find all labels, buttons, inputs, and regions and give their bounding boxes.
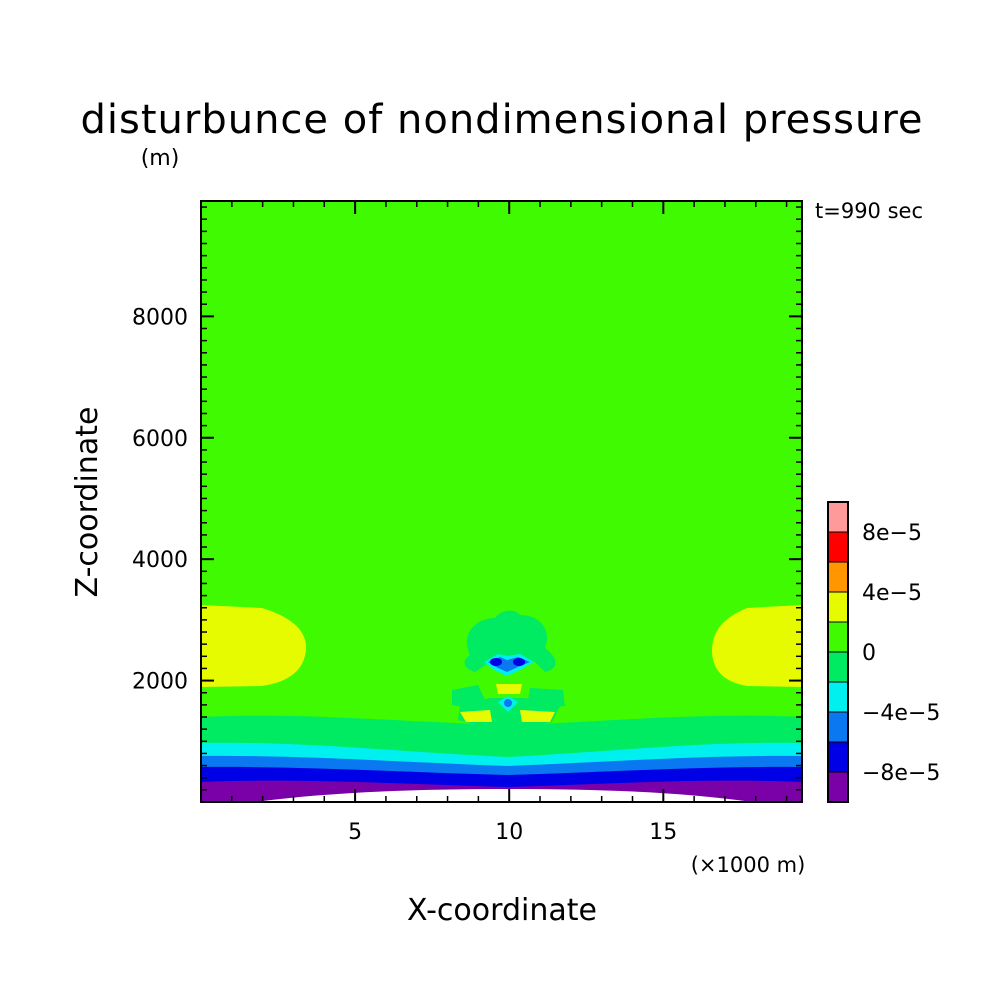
colorbar-swatch bbox=[827, 501, 849, 533]
x-axis-ticks: 5 10 15 bbox=[231, 201, 788, 845]
colorbar-tick-label: −8e−5 bbox=[862, 761, 940, 786]
central-yellow-left bbox=[460, 710, 492, 722]
time-label: t=990 sec bbox=[815, 199, 923, 223]
left-positive-lobe bbox=[201, 605, 307, 687]
colorbar-swatch bbox=[827, 591, 849, 623]
x-tick-label: 10 bbox=[495, 820, 523, 845]
colorbar-swatch bbox=[827, 561, 849, 593]
y-unit-label: (m) bbox=[141, 146, 180, 171]
x-unit-label: (×1000 m) bbox=[691, 853, 806, 877]
central-deep-left bbox=[490, 658, 502, 666]
x-tick-label: 5 bbox=[348, 820, 362, 845]
central-deep-right bbox=[513, 658, 525, 666]
undefined-region bbox=[255, 789, 752, 802]
colorbar-swatch bbox=[827, 651, 849, 683]
y-tick-label: 2000 bbox=[132, 670, 188, 695]
colorbar-swatch bbox=[827, 771, 849, 803]
right-positive-lobe bbox=[712, 605, 802, 687]
y-axis-title: Z-coordinate bbox=[70, 407, 105, 598]
plot-frame bbox=[200, 200, 803, 803]
colorbar-tick-label: 0 bbox=[862, 641, 876, 666]
colorbar: −8e−5 −4e−5 0 4e−5 8e−5 bbox=[827, 501, 940, 803]
x-axis-title: X-coordinate bbox=[407, 893, 597, 928]
x-tick-label: 15 bbox=[649, 820, 677, 845]
central-upper-cloud bbox=[464, 610, 556, 672]
chart-title: disturbunce of nondimensional pressure bbox=[81, 97, 924, 143]
colorbar-swatch bbox=[827, 621, 849, 653]
y-tick-label: 6000 bbox=[132, 427, 188, 452]
y-tick-label: 8000 bbox=[132, 305, 188, 330]
colorbar-swatch bbox=[827, 531, 849, 563]
colorbar-swatch bbox=[827, 711, 849, 743]
y-tick-label: 4000 bbox=[132, 548, 188, 573]
colorbar-tick-label: 4e−5 bbox=[862, 581, 922, 606]
colorbar-frame bbox=[827, 501, 849, 803]
colorbar-tick-label: −4e−5 bbox=[862, 701, 940, 726]
y-axis-ticks: 2000 4000 6000 8000 bbox=[132, 206, 802, 791]
contour-field bbox=[201, 201, 802, 802]
colorbar-tick-label: 8e−5 bbox=[862, 521, 922, 546]
central-blue-low bbox=[504, 699, 512, 707]
central-yellow-right bbox=[520, 710, 555, 722]
central-yellow-mid bbox=[496, 684, 522, 694]
colorbar-swatch bbox=[827, 741, 849, 773]
colorbar-swatch bbox=[827, 681, 849, 713]
